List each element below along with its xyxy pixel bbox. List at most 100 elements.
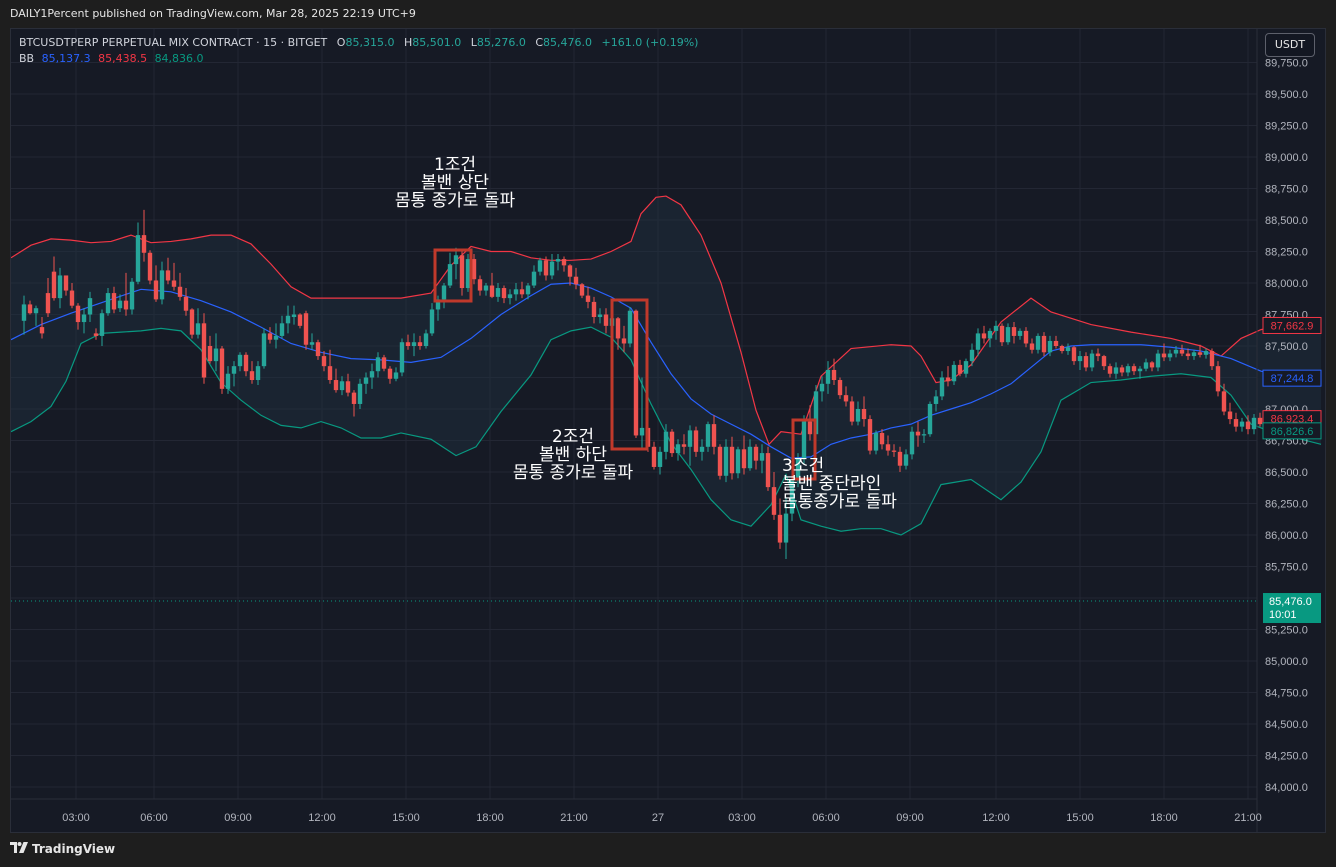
candle-body[interactable] <box>501 288 507 299</box>
candle-body[interactable] <box>1221 391 1227 412</box>
candle-body[interactable] <box>105 293 111 314</box>
candle-body[interactable] <box>1035 335 1041 350</box>
candle-body[interactable] <box>1155 353 1161 368</box>
candle-body[interactable] <box>213 348 219 362</box>
candle-body[interactable] <box>663 431 669 452</box>
candle-body[interactable] <box>369 371 375 378</box>
candle-body[interactable] <box>981 333 987 339</box>
candle-body[interactable] <box>1227 411 1233 420</box>
candle-body[interactable] <box>513 289 519 295</box>
candle-body[interactable] <box>249 371 255 381</box>
candle-body[interactable] <box>1071 347 1077 362</box>
candle-body[interactable] <box>699 446 705 452</box>
candle-body[interactable] <box>1017 330 1023 336</box>
candle-body[interactable] <box>987 330 993 339</box>
candle-body[interactable] <box>123 300 129 310</box>
candle-body[interactable] <box>405 342 411 346</box>
candle-body[interactable] <box>459 255 465 289</box>
candle-body[interactable] <box>921 434 927 436</box>
candle-body[interactable] <box>717 446 723 476</box>
candle-body[interactable] <box>471 259 477 280</box>
candle-body[interactable] <box>135 235 141 282</box>
candle-body[interactable] <box>855 409 861 422</box>
candle-body[interactable] <box>45 293 51 314</box>
candle-body[interactable] <box>861 409 867 420</box>
candle-body[interactable] <box>1053 340 1059 346</box>
candle-body[interactable] <box>1089 353 1095 368</box>
candle-body[interactable] <box>1167 353 1173 358</box>
candle-body[interactable] <box>849 401 855 422</box>
candle-body[interactable] <box>1149 362 1155 368</box>
candle-body[interactable] <box>567 265 573 277</box>
candle-body[interactable] <box>231 366 237 374</box>
candle-body[interactable] <box>117 300 123 309</box>
candle-body[interactable] <box>831 369 837 381</box>
candle-body[interactable] <box>723 446 729 476</box>
candle-body[interactable] <box>939 377 945 397</box>
candle-body[interactable] <box>267 333 273 340</box>
candle-body[interactable] <box>399 342 405 373</box>
candle-body[interactable] <box>957 364 963 374</box>
candle-body[interactable] <box>579 284 585 296</box>
candle-body[interactable] <box>1209 351 1215 367</box>
candle-body[interactable] <box>1233 419 1239 427</box>
candle-body[interactable] <box>915 431 921 436</box>
candle-body[interactable] <box>363 377 369 384</box>
candle-body[interactable] <box>621 338 627 344</box>
candle-body[interactable] <box>897 451 903 466</box>
candle-body[interactable] <box>969 349 975 362</box>
candle-body[interactable] <box>243 354 249 372</box>
candle-body[interactable] <box>687 430 693 447</box>
candle-body[interactable] <box>69 290 75 306</box>
candle-body[interactable] <box>633 310 639 436</box>
candle-body[interactable] <box>171 280 177 287</box>
candle-body[interactable] <box>195 323 201 335</box>
candle-body[interactable] <box>357 383 363 404</box>
candle-body[interactable] <box>63 275 69 291</box>
candle-body[interactable] <box>813 391 819 435</box>
candle-body[interactable] <box>1059 346 1065 352</box>
candle-body[interactable] <box>165 270 171 281</box>
candle-body[interactable] <box>489 285 495 297</box>
candle-body[interactable] <box>795 458 801 480</box>
candle-body[interactable] <box>183 296 189 311</box>
candle-body[interactable] <box>1113 367 1119 374</box>
candle-body[interactable] <box>741 449 747 469</box>
candle-body[interactable] <box>423 333 429 346</box>
candle-body[interactable] <box>237 354 243 367</box>
candle-body[interactable] <box>801 421 807 459</box>
candle-body[interactable] <box>1023 330 1029 344</box>
candle-body[interactable] <box>615 318 621 339</box>
candle-body[interactable] <box>807 421 813 435</box>
candle-body[interactable] <box>141 235 147 253</box>
candle-body[interactable] <box>1173 349 1179 354</box>
candle-body[interactable] <box>21 304 27 321</box>
candle-body[interactable] <box>819 383 825 392</box>
candle-body[interactable] <box>909 431 915 455</box>
candle-body[interactable] <box>315 342 321 357</box>
candle-body[interactable] <box>867 419 873 451</box>
candle-body[interactable] <box>729 446 735 474</box>
candle-body[interactable] <box>1245 421 1251 430</box>
candle-body[interactable] <box>285 315 291 324</box>
candle-body[interactable] <box>1029 343 1035 350</box>
candle-body[interactable] <box>1101 356 1107 367</box>
candle-body[interactable] <box>1185 353 1191 357</box>
candle-body[interactable] <box>675 444 681 454</box>
candle-body[interactable] <box>1107 366 1113 374</box>
candle-body[interactable] <box>627 310 633 344</box>
candle-body[interactable] <box>657 451 663 467</box>
candle-body[interactable] <box>525 285 531 295</box>
symbol-label[interactable]: BTCUSDTPERP PERPETUAL MIX CONTRACT · 15 … <box>19 36 328 49</box>
candle-body[interactable] <box>327 366 333 381</box>
candle-body[interactable] <box>777 514 783 543</box>
candle-body[interactable] <box>381 357 387 369</box>
candle-body[interactable] <box>531 271 537 286</box>
candle-body[interactable] <box>771 487 777 515</box>
candle-body[interactable] <box>951 364 957 382</box>
candle-body[interactable] <box>321 356 327 367</box>
candle-body[interactable] <box>735 449 741 474</box>
candle-body[interactable] <box>549 261 555 276</box>
candle-body[interactable] <box>603 314 609 326</box>
bb-label[interactable]: BB <box>19 52 35 65</box>
